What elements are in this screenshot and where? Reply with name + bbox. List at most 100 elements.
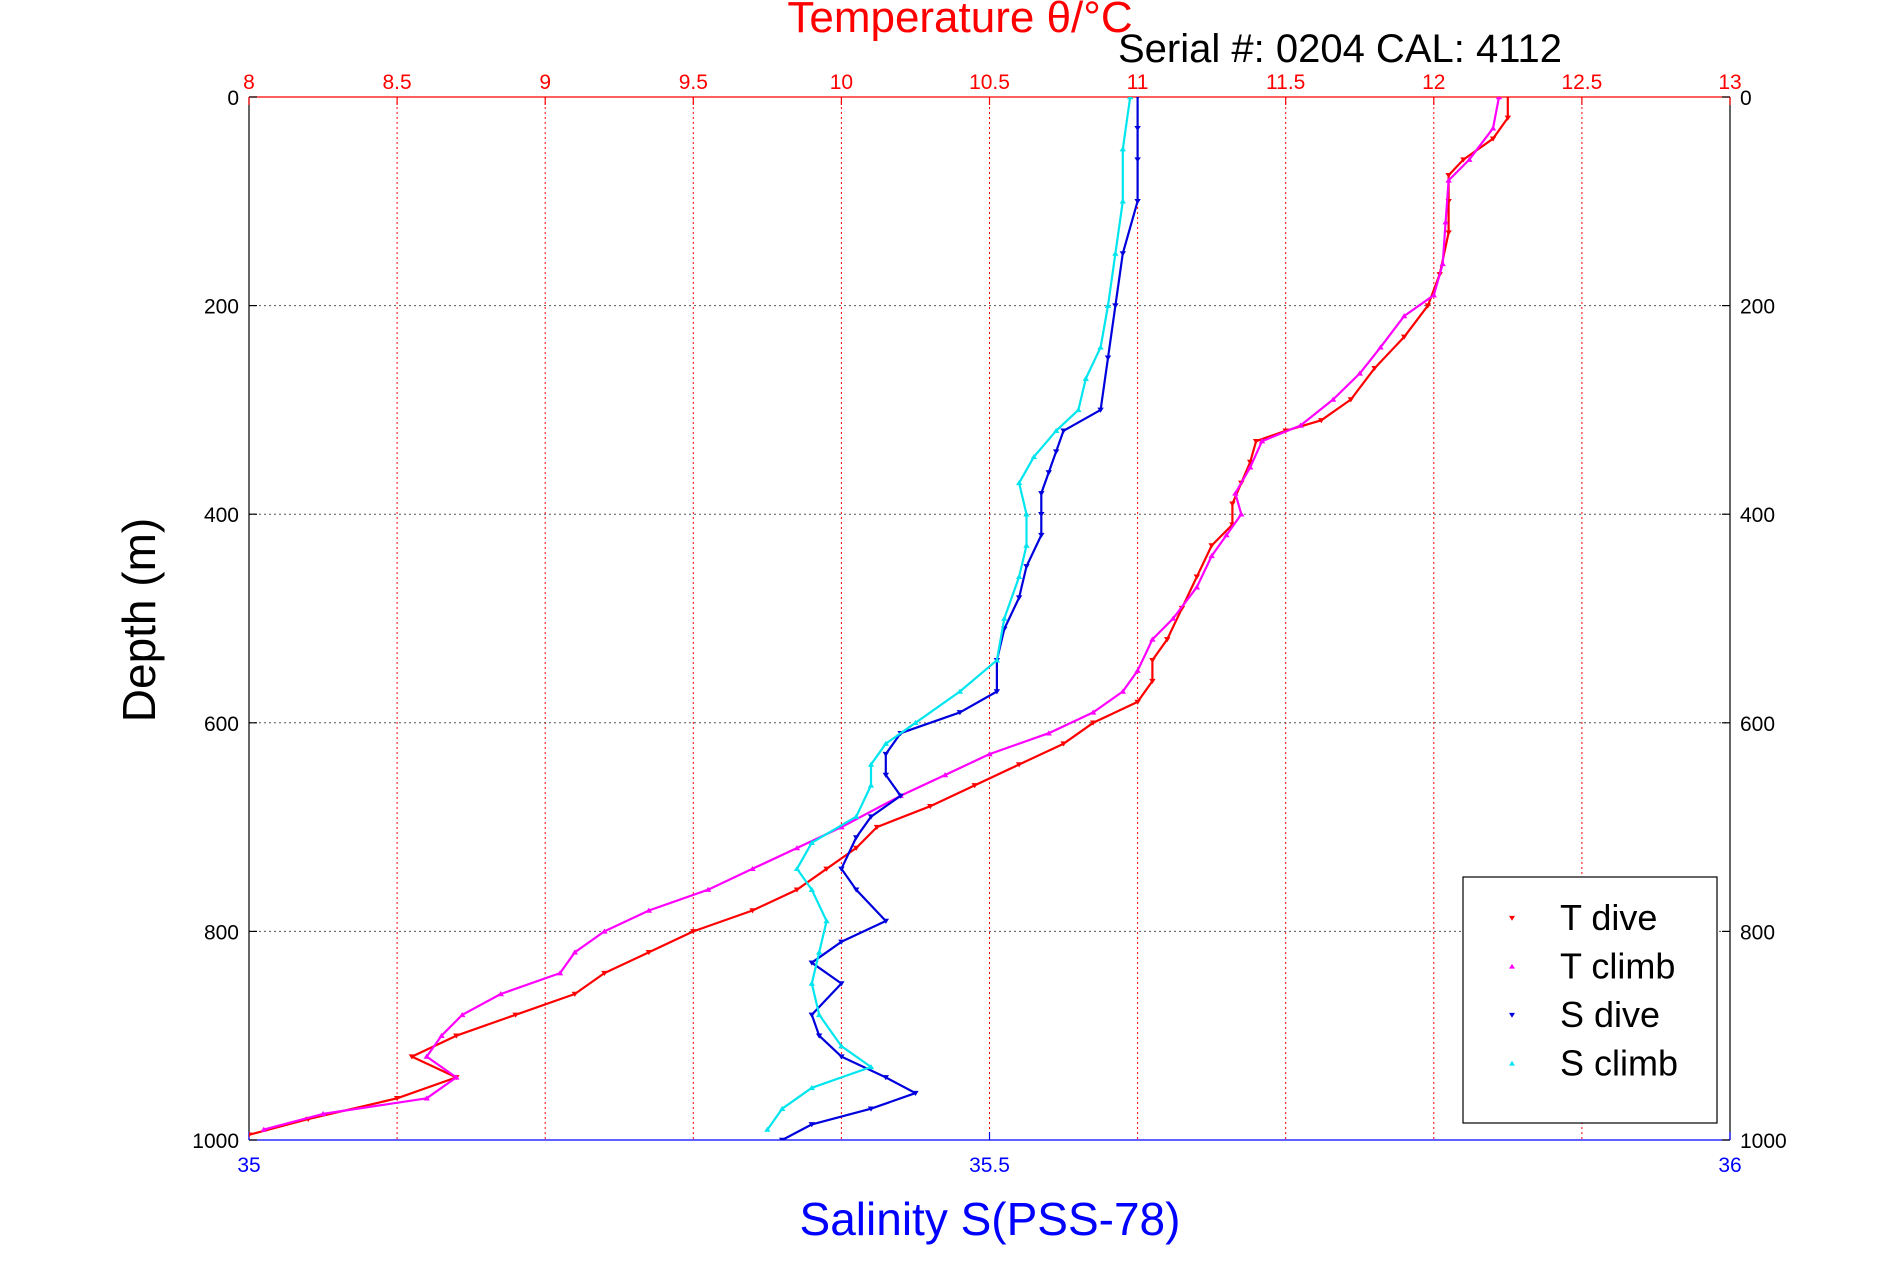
data-point — [867, 814, 875, 820]
data-point — [815, 1033, 823, 1039]
data-point — [497, 991, 504, 997]
legend-item: S climb — [1509, 1043, 1678, 1084]
data-point — [882, 918, 890, 924]
data-point — [1001, 615, 1008, 621]
data-point — [1038, 491, 1045, 497]
data-point — [927, 804, 934, 810]
data-point — [408, 1054, 416, 1060]
data-point — [1023, 542, 1030, 548]
data-point — [808, 839, 815, 845]
data-point — [1075, 407, 1082, 413]
data-point — [808, 960, 815, 966]
data-point — [1134, 699, 1141, 705]
data-point — [838, 981, 845, 987]
y-left-tick-labels: 0 200 400 600 800 1000 — [192, 87, 239, 1153]
y-tick-label-left: 0 — [227, 87, 239, 110]
data-point — [1052, 427, 1060, 433]
y-tick-label-left: 600 — [204, 713, 239, 736]
y-tick-label-left: 1000 — [192, 1130, 239, 1153]
data-point — [1258, 438, 1266, 444]
data-point — [512, 1012, 519, 1018]
data-point — [690, 929, 697, 935]
data-point — [897, 793, 904, 799]
data-point — [1445, 172, 1452, 179]
data-point — [1089, 709, 1097, 715]
data-point — [1377, 344, 1384, 350]
data-point — [853, 887, 860, 893]
x-bottom-tick-label: 35 — [237, 1154, 260, 1177]
data-point — [1082, 375, 1089, 381]
data-point — [867, 1064, 875, 1070]
legend-marker — [1509, 1012, 1515, 1018]
data-point — [808, 1122, 815, 1128]
series-s-dive — [778, 97, 1141, 1140]
legend-label: S dive — [1560, 994, 1660, 1035]
x-bottom-tick-labels: 35 35.5 36 — [237, 1154, 1741, 1177]
data-point — [1104, 302, 1112, 308]
data-point — [853, 845, 860, 851]
data-point — [1193, 584, 1201, 590]
y-tick-label-right: 400 — [1740, 504, 1775, 527]
data-point — [793, 887, 801, 893]
data-point — [882, 751, 890, 757]
data-point — [1149, 678, 1156, 684]
x-top-tick-label: 11 — [1127, 71, 1149, 94]
data-point — [1442, 219, 1449, 225]
data-point — [1149, 657, 1156, 664]
data-point — [882, 1075, 890, 1081]
legend: T dive T climb S dive S climb — [1462, 876, 1718, 1124]
data-point — [1015, 595, 1023, 601]
y-tick-label-right: 600 — [1740, 713, 1775, 736]
axis-ticks — [248, 96, 1731, 1141]
data-point — [867, 782, 875, 788]
x-top-tick-label: 9 — [539, 71, 551, 94]
data-point — [1246, 464, 1254, 470]
data-point — [1371, 365, 1378, 372]
data-point — [1193, 574, 1201, 580]
data-point — [808, 1084, 815, 1091]
data-point — [1329, 396, 1337, 402]
legend-label: T climb — [1560, 946, 1675, 987]
data-point — [453, 1033, 460, 1039]
data-point — [1126, 97, 1134, 100]
data-point — [1356, 370, 1363, 376]
data-point — [815, 949, 823, 955]
data-point — [1229, 501, 1236, 507]
data-point — [423, 1095, 430, 1101]
x-top-tick-labels: 8 8.5 9 9.5 10 10.5 11 11.5 12 12.5 13 — [243, 71, 1742, 94]
y-tick-label-left: 800 — [204, 921, 239, 944]
data-point — [1489, 125, 1497, 131]
data-point — [1223, 532, 1230, 538]
chart-title: Temperature θ/°C — [787, 0, 1132, 42]
data-point — [1104, 355, 1112, 361]
legend-item: T dive — [1509, 897, 1657, 938]
data-point — [1134, 667, 1141, 673]
data-point — [1466, 156, 1473, 162]
data-point — [838, 824, 845, 830]
data-point — [1208, 543, 1215, 549]
data-point — [1089, 720, 1097, 726]
data-point — [1135, 97, 1140, 100]
data-point — [1347, 397, 1355, 403]
x-top-tick-label: 9.5 — [679, 71, 708, 94]
data-point — [1445, 230, 1452, 236]
y-tick-label-right: 200 — [1740, 296, 1775, 319]
data-point — [704, 886, 712, 892]
data-point — [1164, 637, 1171, 643]
data-point — [1134, 157, 1141, 163]
x-top-tick-label: 12 — [1422, 71, 1445, 94]
x-top-tick-label: 10 — [830, 71, 853, 94]
data-point — [912, 719, 919, 726]
data-point — [556, 970, 564, 976]
data-point — [645, 950, 653, 956]
data-point — [867, 761, 875, 767]
data-point — [1318, 418, 1325, 424]
x-bottom-tick-label: 35.5 — [969, 1154, 1010, 1177]
data-point — [1119, 198, 1126, 204]
data-point — [1045, 470, 1052, 476]
data-point — [956, 710, 964, 716]
data-point — [1119, 688, 1126, 694]
x-top-tick-label: 13 — [1718, 71, 1741, 94]
legend-item: S dive — [1509, 994, 1660, 1035]
data-point — [260, 1126, 268, 1132]
